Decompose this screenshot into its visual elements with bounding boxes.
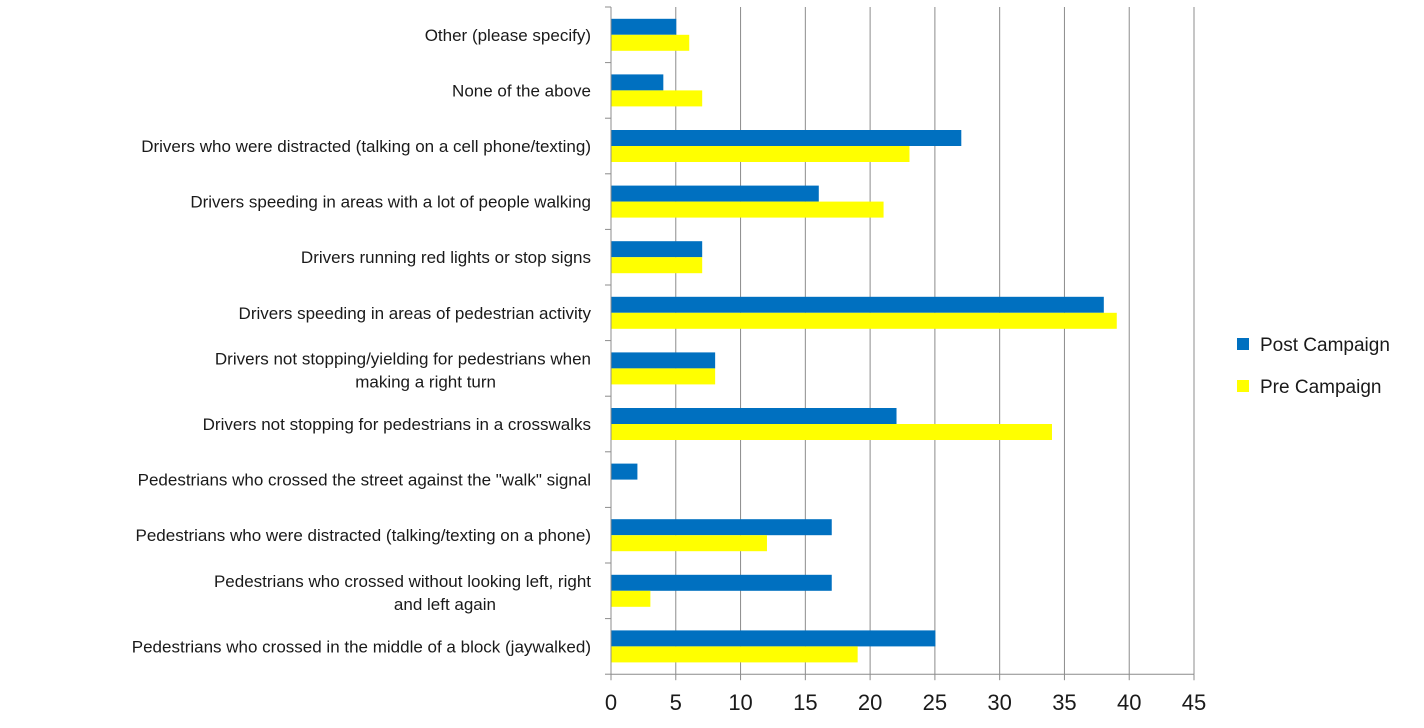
bar-post-8 [611,463,638,480]
category-label-5: Drivers speeding in areas of pedestrian … [239,304,592,323]
bar-pre-2 [611,146,910,162]
x-tick-label-15: 15 [793,690,817,715]
bar-post-1 [611,74,664,91]
bar-pre-3 [611,201,884,218]
legend-label-pre: Pre Campaign [1260,377,1381,398]
x-tick-label-40: 40 [1117,690,1141,715]
x-tick-label-30: 30 [987,690,1011,715]
gridlines [675,7,1195,675]
bar-post-0 [611,18,677,35]
category-label-1: None of the above [452,81,591,100]
legend-label-post: Post Campaign [1260,335,1390,356]
x-tick-label-10: 10 [728,690,752,715]
bar-pre-11 [611,646,858,663]
bar-pre-7 [611,424,1052,440]
legend-swatch-post [1237,338,1249,350]
category-label-6: Drivers not stopping/yielding for pedest… [215,349,591,391]
bar-post-2 [611,130,962,146]
bar-pre-6 [611,368,716,385]
bar-pre-0 [611,34,690,51]
bar-post-4 [611,241,703,258]
category-labels: Other (please specify) None of the above D… [132,26,592,657]
bar-post-11 [611,630,936,647]
tick-labels: 0 5 10 15 20 25 30 35 40 45 [605,690,1206,715]
bar-post-9 [611,519,832,536]
x-tick-label-25: 25 [923,690,947,715]
category-label-11: Pedestrians who crossed in the middle of… [132,637,591,656]
category-label-8: Pedestrians who crossed the street again… [138,471,591,490]
category-label-2: Drivers who were distracted (talking on … [141,137,591,156]
legend: Post Campaign Pre Campaign [1237,335,1390,398]
bar-pre-10 [611,590,651,607]
category-label-0: Other (please specify) [425,26,591,45]
category-label-4: Drivers running red lights or stop signs [301,248,591,267]
x-tick-label-35: 35 [1052,690,1076,715]
x-tick-label-45: 45 [1182,690,1206,715]
x-tick-label-5: 5 [670,690,682,715]
category-label-7: Drivers not stopping for pedestrians in … [203,415,591,434]
bar-pre-9 [611,535,767,552]
bar-pre-5 [611,312,1117,329]
legend-swatch-pre [1237,380,1249,392]
bar-pre-1 [611,90,703,107]
bars [611,18,1117,663]
axes [605,6,1195,681]
x-tick-label-20: 20 [858,690,882,715]
bar-pre-4 [611,257,703,274]
bar-post-10 [611,574,832,591]
bar-post-7 [611,408,897,424]
x-tick-label-0: 0 [605,690,617,715]
category-label-10: Pedestrians who crossed without looking … [214,572,591,614]
bar-post-5 [611,296,1104,313]
bar-post-3 [611,185,819,202]
bar-post-6 [611,352,716,369]
category-label-3: Drivers speeding in areas with a lot of … [190,193,591,212]
category-label-9: Pedestrians who were distracted (talking… [136,526,591,545]
